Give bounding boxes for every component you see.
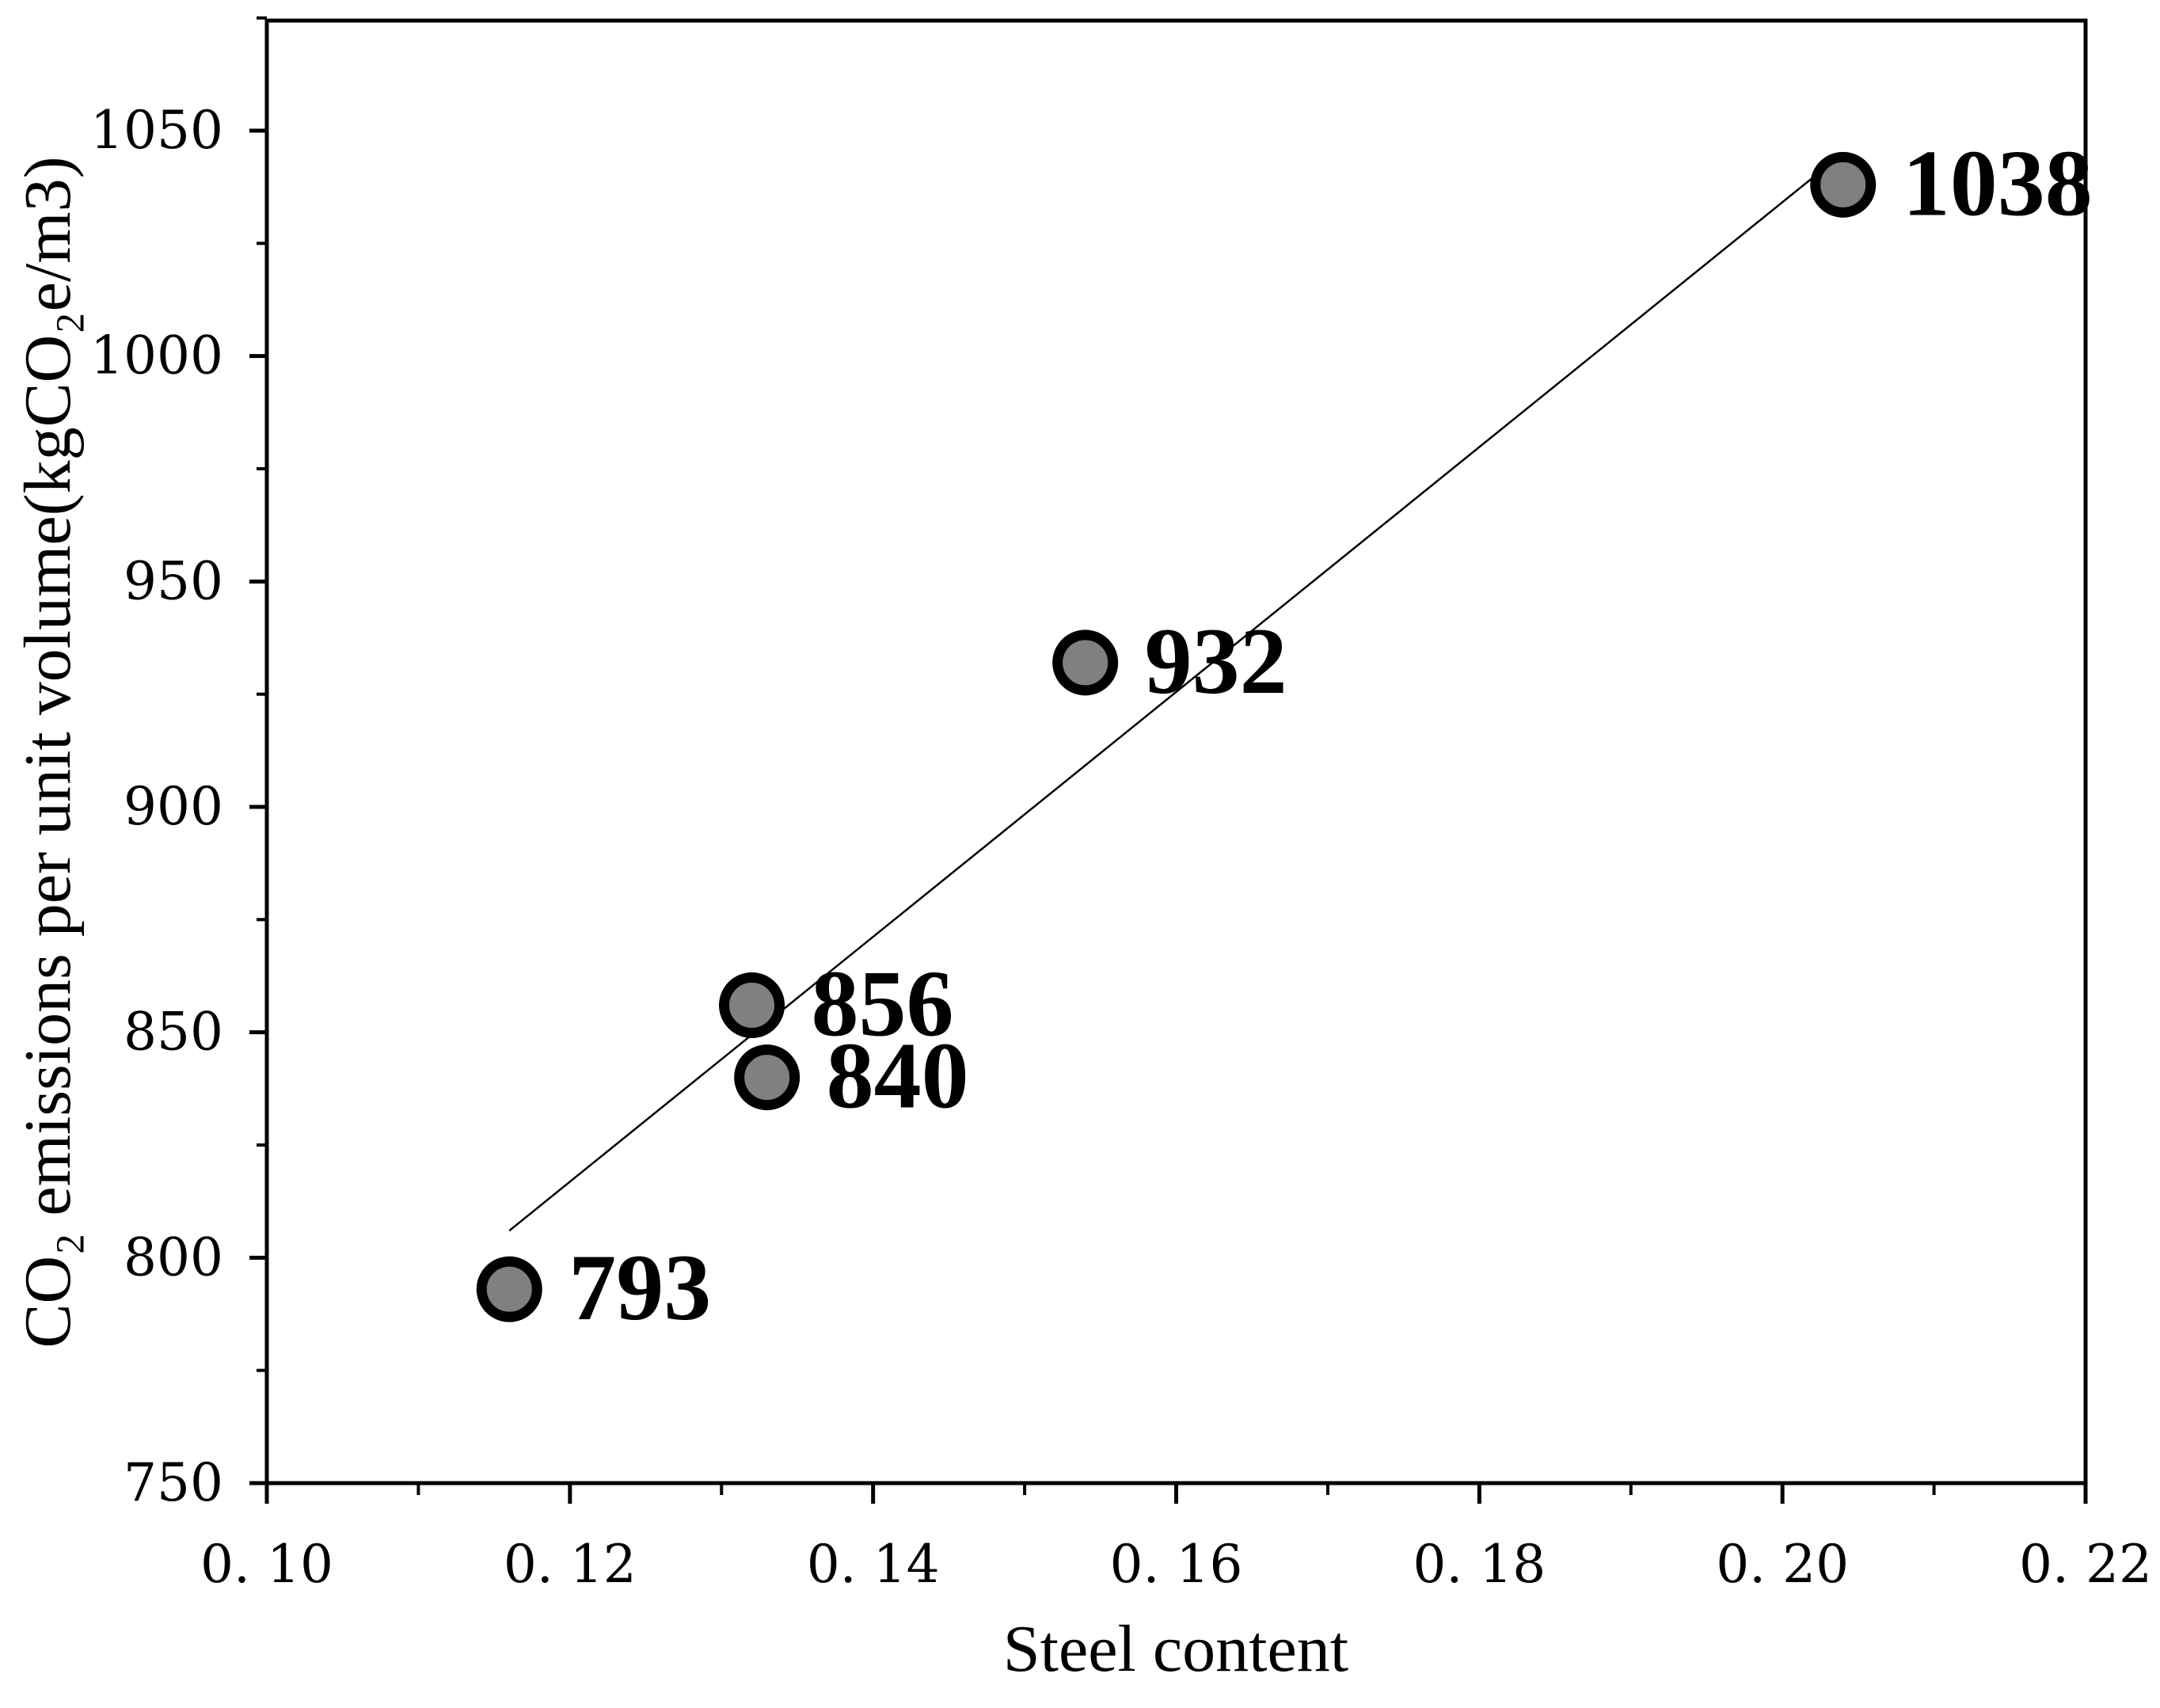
x-tick-label: 0. 18	[1413, 1534, 1546, 1595]
data-point	[719, 972, 785, 1039]
y-tick-label: 1050	[90, 100, 223, 161]
x-tick-label: 0. 20	[1716, 1534, 1849, 1595]
y-axis-ticks: 750 800 850 900 950 1000 1050	[90, 16, 267, 1513]
y-axis-title: CO₂ emissions per unit volume(kgCO₂e/m3)	[11, 156, 85, 1348]
data-label: 840	[827, 1023, 969, 1128]
data-point	[476, 1256, 542, 1322]
y-tick-label: 900	[124, 776, 223, 837]
x-tick-label: 0. 10	[200, 1534, 333, 1595]
y-tick-label: 800	[124, 1227, 223, 1288]
data-point	[734, 1044, 800, 1111]
data-points-layer	[476, 151, 1877, 1322]
y-tick-label: 850	[124, 1002, 223, 1063]
data-label: 932	[1145, 608, 1287, 713]
x-tick-label: 0. 16	[1110, 1534, 1243, 1595]
y-tick-label: 950	[124, 550, 223, 611]
data-label: 793	[569, 1234, 711, 1340]
data-label: 856	[812, 951, 954, 1056]
x-axis-ticks: 0. 10 0. 12 0. 14 0. 16 0. 18 0. 20 0. 22	[200, 1483, 2152, 1595]
x-axis-title: Steel content	[1003, 1612, 1348, 1686]
fit-line-layer	[508, 152, 1844, 1232]
x-tick-label: 0. 22	[2019, 1534, 2152, 1595]
data-label: 1038	[1903, 130, 2093, 235]
y-tick-label: 1000	[90, 325, 223, 386]
trend-line	[508, 152, 1844, 1232]
x-tick-label: 0. 14	[807, 1534, 940, 1595]
data-point	[1810, 151, 1877, 218]
y-tick-label: 750	[124, 1452, 223, 1513]
x-tick-label: 0. 12	[504, 1534, 637, 1595]
data-point	[1052, 630, 1119, 696]
